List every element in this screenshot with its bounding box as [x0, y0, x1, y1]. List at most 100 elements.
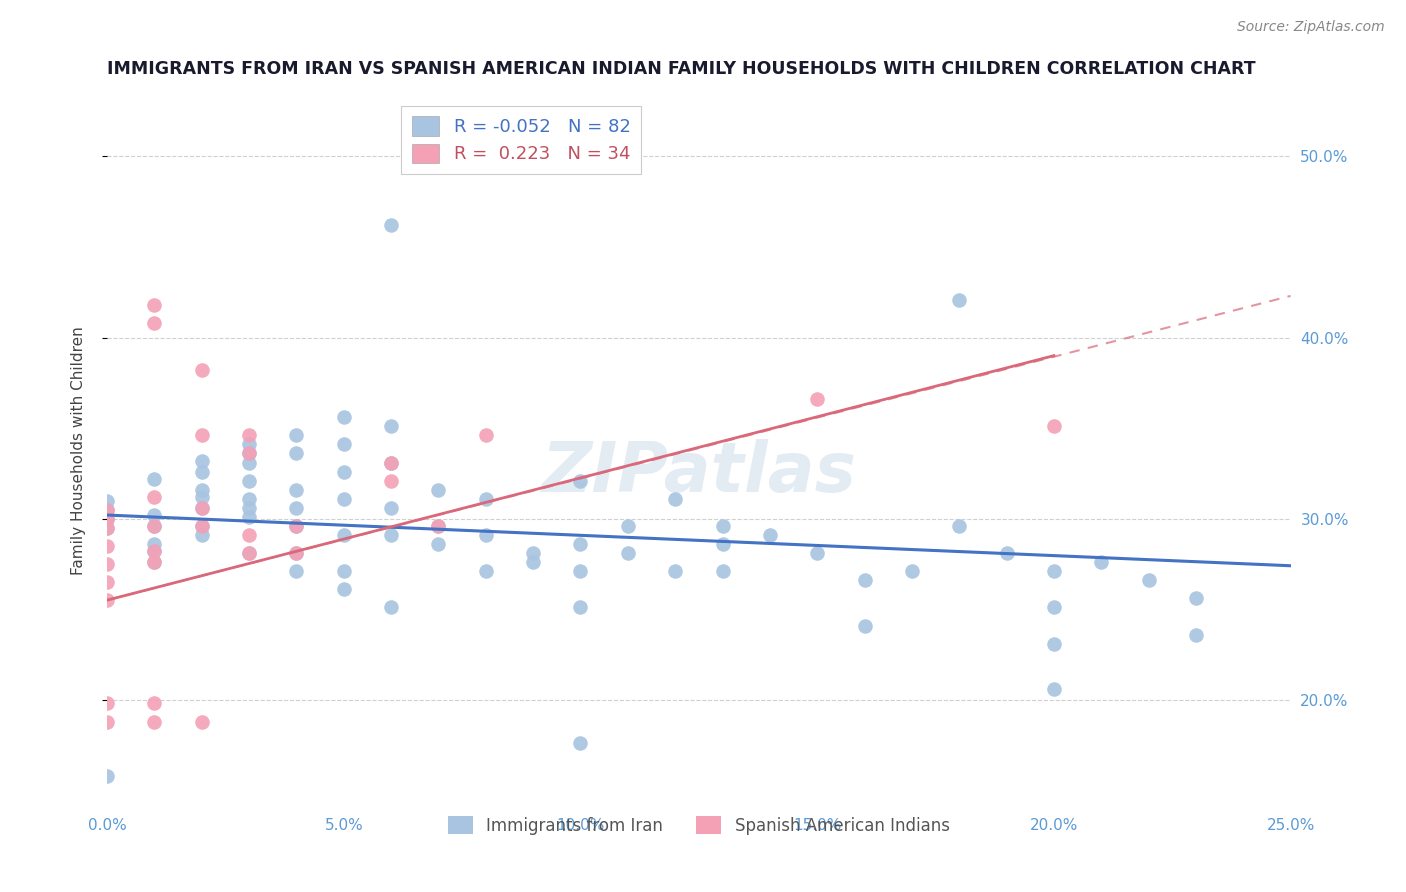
Point — [238, 446, 260, 460]
Point — [569, 564, 592, 578]
Point — [1185, 591, 1208, 606]
Point — [285, 546, 308, 560]
Point — [806, 392, 828, 406]
Point — [617, 519, 640, 533]
Point — [333, 528, 356, 542]
Point — [190, 363, 212, 377]
Point — [711, 537, 734, 551]
Point — [285, 519, 308, 533]
Point — [995, 546, 1018, 560]
Point — [96, 511, 118, 525]
Point — [143, 697, 166, 711]
Point — [190, 490, 212, 504]
Text: IMMIGRANTS FROM IRAN VS SPANISH AMERICAN INDIAN FAMILY HOUSEHOLDS WITH CHILDREN : IMMIGRANTS FROM IRAN VS SPANISH AMERICAN… — [107, 60, 1256, 78]
Point — [427, 483, 450, 497]
Point — [238, 500, 260, 515]
Point — [285, 519, 308, 533]
Point — [96, 714, 118, 729]
Point — [143, 298, 166, 312]
Point — [1043, 681, 1066, 696]
Point — [190, 519, 212, 533]
Point — [238, 474, 260, 488]
Point — [569, 600, 592, 615]
Point — [853, 618, 876, 632]
Point — [1043, 600, 1066, 615]
Point — [380, 219, 402, 233]
Point — [1043, 419, 1066, 434]
Point — [427, 537, 450, 551]
Point — [664, 564, 686, 578]
Point — [143, 472, 166, 486]
Point — [238, 437, 260, 451]
Point — [333, 582, 356, 597]
Point — [143, 490, 166, 504]
Point — [711, 564, 734, 578]
Point — [475, 564, 498, 578]
Point — [143, 555, 166, 569]
Point — [380, 456, 402, 470]
Point — [96, 521, 118, 535]
Point — [569, 537, 592, 551]
Point — [285, 483, 308, 497]
Point — [143, 519, 166, 533]
Point — [96, 511, 118, 525]
Point — [285, 428, 308, 442]
Point — [190, 500, 212, 515]
Point — [143, 555, 166, 569]
Point — [96, 493, 118, 508]
Point — [143, 544, 166, 558]
Point — [143, 714, 166, 729]
Point — [285, 564, 308, 578]
Point — [238, 528, 260, 542]
Point — [285, 500, 308, 515]
Point — [1043, 637, 1066, 651]
Text: ZIPatlas: ZIPatlas — [541, 439, 856, 506]
Point — [190, 528, 212, 542]
Point — [143, 537, 166, 551]
Point — [853, 573, 876, 587]
Text: Source: ZipAtlas.com: Source: ZipAtlas.com — [1237, 20, 1385, 34]
Point — [143, 508, 166, 522]
Point — [333, 564, 356, 578]
Point — [238, 546, 260, 560]
Point — [569, 736, 592, 750]
Point — [380, 456, 402, 470]
Point — [190, 483, 212, 497]
Point — [427, 519, 450, 533]
Point — [190, 500, 212, 515]
Point — [1043, 564, 1066, 578]
Point — [190, 465, 212, 479]
Point — [96, 697, 118, 711]
Point — [948, 293, 970, 307]
Point — [238, 456, 260, 470]
Point — [143, 316, 166, 330]
Point — [190, 453, 212, 467]
Point — [617, 546, 640, 560]
Point — [190, 714, 212, 729]
Point — [333, 491, 356, 506]
Point — [238, 446, 260, 460]
Point — [380, 419, 402, 434]
Point — [475, 491, 498, 506]
Point — [333, 465, 356, 479]
Point — [711, 519, 734, 533]
Point — [96, 593, 118, 607]
Point — [380, 500, 402, 515]
Point — [96, 769, 118, 783]
Point — [238, 491, 260, 506]
Point — [333, 437, 356, 451]
Point — [427, 519, 450, 533]
Y-axis label: Family Households with Children: Family Households with Children — [72, 326, 86, 575]
Point — [1185, 627, 1208, 641]
Point — [806, 546, 828, 560]
Point — [143, 544, 166, 558]
Point — [759, 528, 782, 542]
Point — [96, 575, 118, 590]
Point — [901, 564, 924, 578]
Point — [143, 519, 166, 533]
Legend: Immigrants from Iran, Spanish American Indians: Immigrants from Iran, Spanish American I… — [440, 807, 957, 843]
Point — [380, 474, 402, 488]
Point — [96, 557, 118, 571]
Point — [475, 528, 498, 542]
Point — [380, 600, 402, 615]
